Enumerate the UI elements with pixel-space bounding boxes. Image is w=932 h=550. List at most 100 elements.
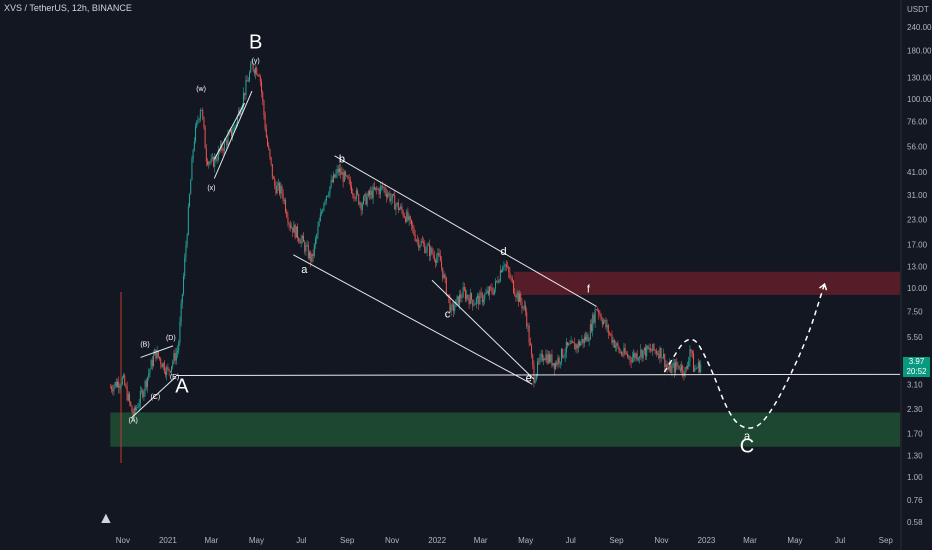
- candle-body: [463, 287, 465, 291]
- candle-body: [222, 149, 224, 151]
- candle-body: [618, 347, 620, 353]
- candle-body: [541, 353, 543, 361]
- candle-body: [553, 363, 555, 369]
- candle-body: [357, 190, 359, 195]
- candle-body: [112, 389, 114, 392]
- candle-body: [678, 365, 680, 369]
- candle-body: [131, 405, 133, 413]
- candle-body: [666, 364, 668, 368]
- candle-body: [145, 380, 147, 387]
- candle-body: [337, 168, 339, 173]
- candle-body: [604, 320, 606, 322]
- price-tick-label: 100.00: [907, 95, 932, 104]
- candle-body: [214, 156, 216, 167]
- wave-label: (w): [196, 86, 206, 93]
- candle-body: [533, 364, 535, 384]
- candle-body: [479, 292, 481, 305]
- candle-body: [450, 305, 452, 313]
- candle-body: [461, 297, 463, 299]
- time-tick-label: Mar: [474, 536, 488, 545]
- candle-body: [616, 343, 618, 346]
- candle-body: [191, 158, 193, 181]
- candle-body: [576, 344, 578, 349]
- candle-body: [223, 140, 225, 151]
- candle-body: [221, 143, 223, 150]
- price-tick-label: 7.50: [907, 308, 923, 317]
- candle-body: [558, 357, 560, 364]
- candle-body: [570, 340, 572, 344]
- candle-body: [201, 110, 203, 111]
- price-tick-label: 130.00: [907, 73, 932, 82]
- candle-body: [327, 195, 329, 197]
- candles-layer: [109, 59, 702, 422]
- candle-body: [693, 353, 695, 372]
- candle-body: [436, 257, 438, 263]
- candle-body: [136, 407, 138, 411]
- price-tick-label: 5.50: [907, 333, 923, 342]
- candle-body: [528, 325, 530, 343]
- candle-body: [405, 217, 407, 222]
- candle-body: [209, 162, 211, 163]
- candle-body: [261, 81, 263, 93]
- candle-body: [471, 293, 473, 300]
- candle-body: [610, 333, 612, 335]
- candle-body: [699, 362, 701, 372]
- candle-body: [123, 375, 125, 378]
- candle-body: [456, 296, 458, 300]
- time-tick-label: 2022: [428, 536, 446, 545]
- candle-body: [291, 227, 293, 229]
- candle-body: [487, 290, 489, 295]
- candle-body: [273, 177, 275, 179]
- candle-body: [195, 126, 197, 142]
- candle-body: [389, 193, 391, 201]
- candle-body: [522, 306, 524, 309]
- candle-body: [675, 362, 677, 373]
- candle-body: [184, 257, 186, 277]
- candle-body: [193, 141, 195, 150]
- candle-body: [567, 342, 569, 346]
- candle-body: [658, 353, 660, 359]
- candle-body: [395, 204, 397, 210]
- candle-body: [375, 187, 377, 190]
- candle-body: [457, 296, 459, 306]
- candle-body: [676, 362, 678, 366]
- candle-body: [247, 80, 249, 82]
- candle-body: [384, 187, 386, 193]
- candle-body: [217, 149, 219, 160]
- candle-body: [109, 386, 111, 388]
- candle-body: [287, 216, 289, 224]
- candle-body: [197, 120, 199, 122]
- candle-body: [510, 277, 512, 279]
- candle-body: [508, 266, 510, 273]
- candle-body: [360, 202, 362, 211]
- candle-body: [417, 239, 419, 241]
- projection-arrowhead: [819, 282, 828, 291]
- candle-body: [649, 348, 651, 351]
- candle-body: [421, 241, 423, 243]
- time-tick-label: 2023: [698, 536, 716, 545]
- candle-body: [460, 294, 462, 299]
- candle-body: [171, 366, 173, 373]
- candle-body: [437, 252, 439, 258]
- candle-body: [689, 349, 691, 362]
- candle-body: [661, 357, 663, 359]
- candle-body: [149, 369, 151, 374]
- candle-body: [587, 334, 589, 342]
- price-tick-label: 31.00: [907, 191, 928, 200]
- price-tick-label: 1.30: [907, 452, 923, 461]
- candle-body: [484, 294, 486, 300]
- candle-body: [167, 367, 169, 370]
- time-tick-label: May: [787, 536, 802, 545]
- candle-body: [324, 200, 326, 204]
- candle-body: [557, 357, 559, 365]
- candle-body: [132, 412, 134, 418]
- wave-label: A: [175, 376, 189, 398]
- candle-body: [406, 211, 408, 222]
- candle-body: [527, 325, 529, 327]
- candle-body: [397, 202, 399, 210]
- candle-body: [204, 127, 206, 149]
- wave-label: a: [744, 431, 751, 443]
- price-tick-label: 13.00: [907, 263, 928, 272]
- candle-body: [629, 356, 631, 361]
